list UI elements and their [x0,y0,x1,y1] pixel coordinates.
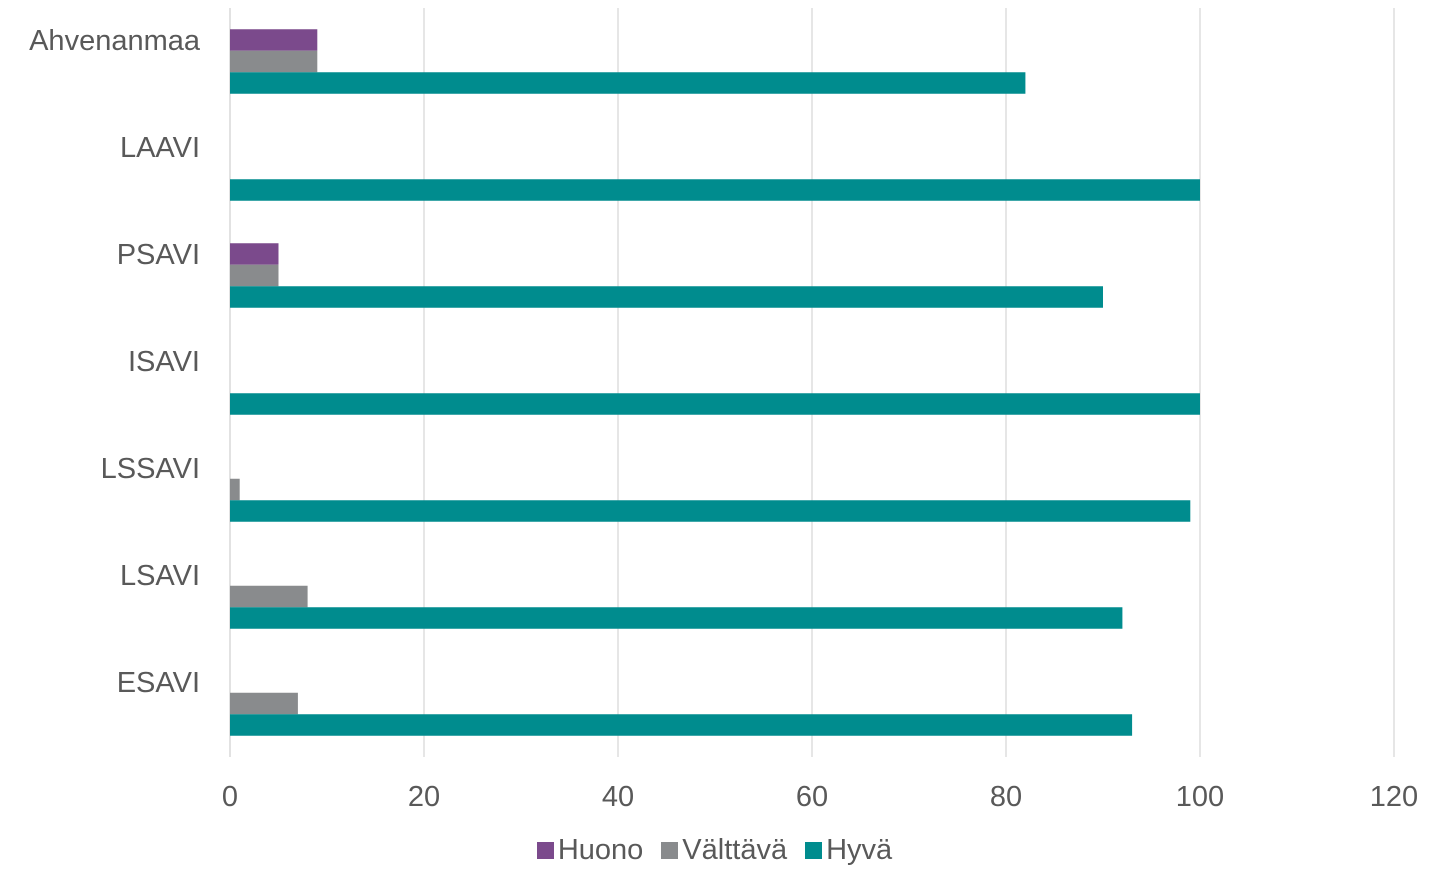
legend-swatch-huono [536,842,554,859]
legend-item-huono: Huono [536,834,644,867]
bar-hyv--laavi [230,179,1200,201]
bar-hyv--psavi [230,286,1103,308]
bar-v-ltt-v--esavi [230,692,298,715]
category-labels: ESAVI LSAVI LSSAVI ISAVI PSAVI LAAVI Ahvenanma… [29,25,201,699]
bar-huono-ahvenanmaa [230,29,318,51]
legend-label-huono: Huono [557,834,644,866]
x-tick-label-6: 120 [1370,781,1418,813]
bar-hyv--esavi [230,714,1133,736]
bar-v-ltt-v--ahvenanmaa [230,50,318,73]
bar-hyv--lssavi [230,500,1191,522]
x-tick-label-3: 60 [796,781,828,813]
legend-swatch-valttava [661,842,679,859]
category-label-lsavi: LSAVI [120,560,200,592]
legend: Huono Välttävä Hyvä [0,834,1429,867]
bar-hyv--isavi [230,393,1200,415]
bar-v-ltt-v--lsavi [230,585,308,608]
x-tick-labels: 0 20 40 60 80 100 120 [222,781,1418,813]
gridlines [229,8,1395,757]
bar-chart-plot: ESAVI LSAVI LSSAVI ISAVI PSAVI LAAVI Ahvenanma… [29,8,1418,813]
category-label-ahvenanmaa: Ahvenanmaa [29,25,201,57]
category-label-isavi: ISAVI [128,346,200,378]
category-label-lssavi: LSSAVI [101,453,200,485]
bar-v-ltt-v--lssavi [230,478,240,501]
x-tick-label-4: 80 [990,781,1022,813]
bar-huono-psavi [230,243,279,265]
bars [230,29,1200,736]
x-tick-label-2: 40 [602,781,634,813]
category-label-psavi: PSAVI [117,239,200,271]
bar-v-ltt-v--psavi [230,264,279,287]
legend-label-hyva: Hyvä [826,834,893,866]
legend-item-valttava: Välttävä [661,834,787,867]
x-tick-label-0: 0 [222,781,238,813]
x-tick-label-1: 20 [408,781,440,813]
legend-item-hyva: Hyvä [805,834,892,867]
category-label-esavi: ESAVI [117,667,200,699]
x-tick-label-5: 100 [1176,781,1224,813]
bar-hyv--ahvenanmaa [230,72,1026,94]
legend-label-valttava: Välttävä [682,834,788,866]
category-label-laavi: LAAVI [120,132,200,164]
bar-hyv--lsavi [230,607,1123,629]
legend-swatch-hyva [805,842,823,859]
